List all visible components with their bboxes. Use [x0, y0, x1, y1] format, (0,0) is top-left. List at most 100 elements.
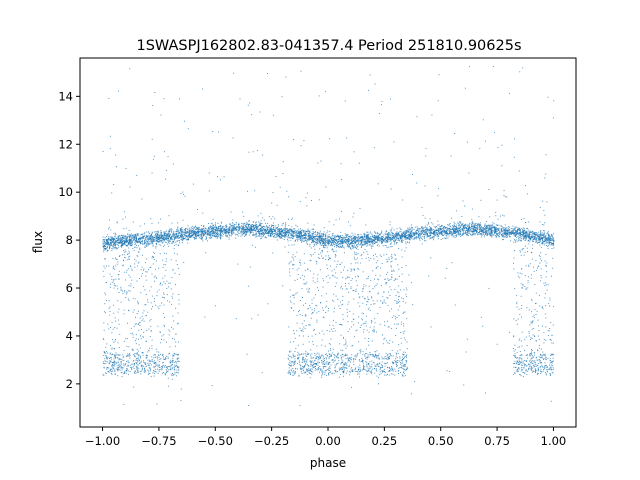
- data-point: [400, 238, 402, 240]
- data-point: [313, 232, 314, 234]
- data-point: [184, 233, 186, 235]
- data-point: [361, 245, 363, 247]
- data-point: [348, 236, 350, 238]
- data-point: [287, 235, 289, 236]
- data-point: [178, 235, 180, 237]
- data-point: [405, 231, 407, 233]
- data-point: [146, 236, 148, 238]
- data-point: [497, 225, 498, 226]
- data-point: [375, 232, 376, 234]
- data-point: [197, 232, 199, 234]
- data-point: [167, 236, 169, 238]
- data-point: [351, 241, 353, 243]
- data-point: [384, 245, 386, 246]
- data-point: [347, 234, 349, 236]
- data-point: [165, 242, 167, 243]
- data-point: [511, 232, 513, 234]
- data-point: [137, 240, 139, 242]
- data-point: [103, 240, 105, 242]
- data-point: [211, 237, 213, 239]
- data-point: [146, 231, 148, 233]
- data-point: [270, 231, 272, 233]
- data-point: [397, 239, 399, 241]
- data-point: [129, 243, 131, 245]
- data-point: [136, 233, 138, 235]
- data-point: [203, 234, 205, 235]
- data-point: [297, 239, 299, 241]
- data-point: [150, 241, 152, 243]
- data-point: [406, 237, 408, 239]
- data-point: [189, 231, 191, 233]
- data-point: [347, 239, 349, 241]
- data-point: [185, 233, 187, 234]
- data-point: [529, 230, 531, 232]
- data-point: [474, 233, 476, 234]
- data-point: [292, 237, 294, 239]
- data-point: [346, 233, 348, 235]
- data-point: [548, 234, 550, 236]
- data-point: [496, 224, 498, 226]
- data-point: [290, 229, 292, 231]
- data-point: [455, 231, 457, 233]
- data-point: [341, 236, 342, 238]
- data-point: [172, 241, 173, 243]
- data-point: [339, 246, 341, 248]
- data-point: [298, 238, 300, 240]
- data-point: [202, 230, 204, 232]
- data-point: [464, 225, 466, 227]
- data-point: [342, 244, 344, 246]
- data-point: [243, 231, 245, 233]
- data-point: [375, 235, 377, 237]
- data-point: [140, 237, 142, 239]
- data-point: [113, 233, 115, 235]
- data-point: [490, 226, 492, 228]
- data-point: [316, 244, 318, 246]
- data-point: [518, 232, 520, 234]
- data-point: [441, 229, 443, 231]
- data-point: [400, 241, 402, 243]
- data-point: [321, 237, 323, 239]
- data-point: [318, 233, 320, 235]
- data-point: [487, 230, 489, 232]
- data-point: [519, 233, 521, 235]
- data-point: [148, 234, 150, 236]
- data-point: [542, 235, 544, 237]
- data-point: [267, 226, 268, 228]
- data-point: [462, 224, 464, 226]
- data-point: [292, 235, 294, 237]
- data-point: [376, 241, 378, 243]
- data-point: [167, 237, 169, 239]
- data-point: [345, 239, 347, 241]
- data-point: [409, 237, 410, 239]
- data-point: [201, 238, 203, 240]
- data-point: [539, 234, 541, 236]
- data-point: [171, 231, 173, 233]
- data-point: [226, 226, 228, 228]
- data-point: [342, 238, 344, 240]
- data-point: [453, 230, 455, 232]
- data-point: [372, 235, 373, 237]
- data-point: [381, 242, 383, 244]
- data-point: [312, 241, 314, 243]
- data-point: [149, 239, 151, 240]
- data-point: [123, 234, 125, 236]
- data-point: [401, 236, 403, 238]
- data-point: [173, 242, 175, 244]
- data-point: [459, 234, 461, 236]
- data-point: [426, 229, 427, 231]
- data-point: [543, 230, 544, 232]
- data-point: [187, 239, 189, 240]
- data-point: [494, 228, 496, 230]
- data-point: [418, 228, 420, 230]
- data-point: [109, 238, 110, 240]
- data-point: [308, 236, 310, 238]
- data-point: [125, 245, 127, 246]
- data-point: [381, 237, 383, 239]
- data-point: [217, 232, 219, 234]
- data-point: [141, 233, 143, 235]
- data-point: [220, 230, 221, 232]
- data-point: [495, 227, 497, 229]
- data-point: [427, 235, 429, 237]
- data-point: [373, 236, 374, 238]
- data-point: [425, 227, 427, 229]
